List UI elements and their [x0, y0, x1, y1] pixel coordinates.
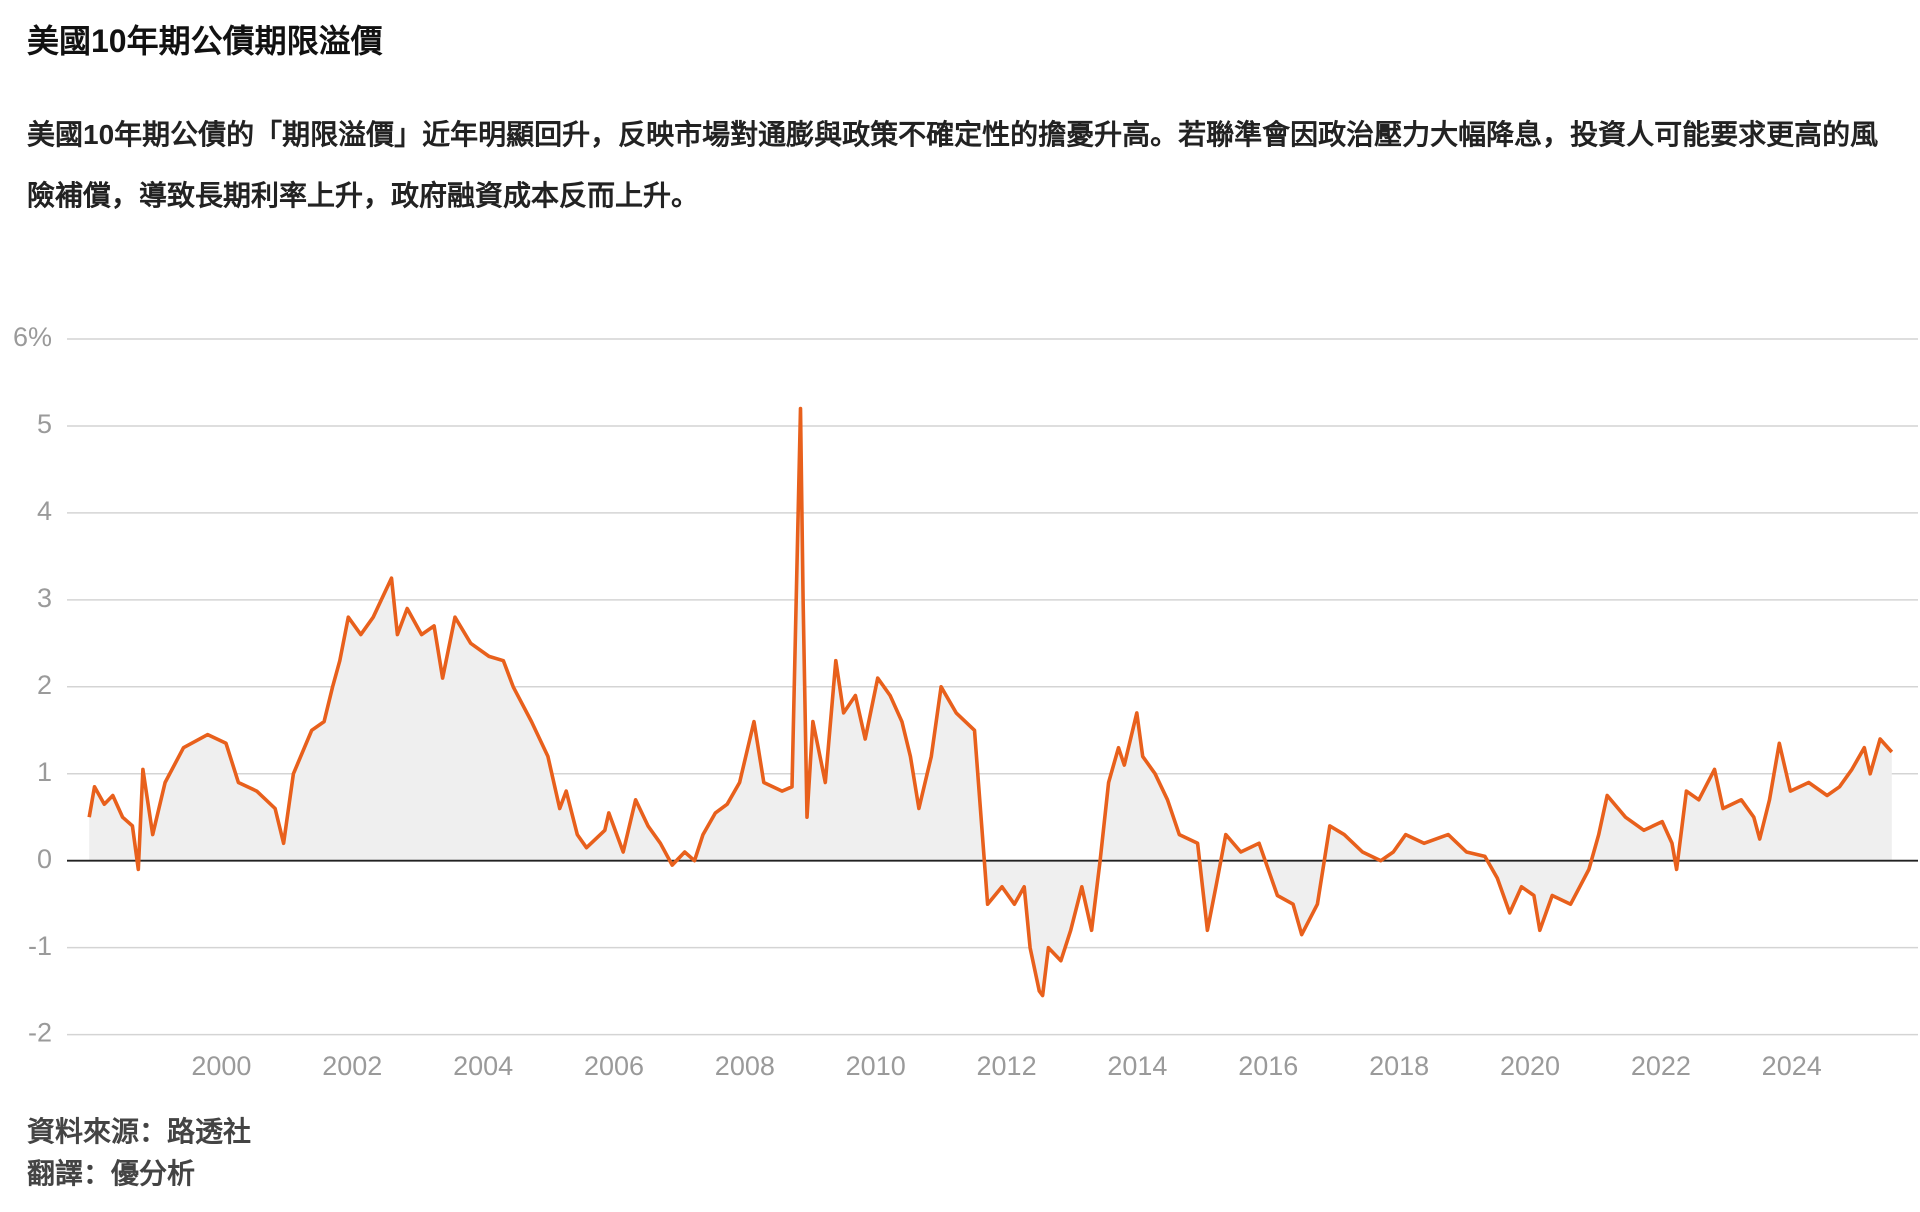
y-tick-label: 2 — [37, 670, 52, 700]
x-tick-label: 2006 — [584, 1051, 644, 1081]
credit-note: 翻譯：優分析 — [27, 1158, 196, 1189]
x-tick-label: 2018 — [1369, 1051, 1429, 1081]
y-tick-label: -1 — [28, 931, 52, 961]
x-tick-label: 2004 — [453, 1051, 513, 1081]
chart-subtitle: 美國10年期公債的「期限溢價」近年明顯回升，反映市場對通膨與政策不確定性的擔憂升… — [27, 119, 1879, 211]
x-tick-label: 2014 — [1107, 1051, 1167, 1081]
x-tick-label: 2012 — [977, 1051, 1037, 1081]
x-tick-label: 2010 — [846, 1051, 906, 1081]
x-tick-label: 2016 — [1238, 1051, 1298, 1081]
x-tick-label: 2002 — [322, 1051, 382, 1081]
y-tick-label: 0 — [37, 844, 52, 874]
x-tick-label: 2022 — [1631, 1051, 1691, 1081]
area — [89, 408, 1892, 996]
line — [87, 406, 1894, 998]
source-note: 資料來源：路透社 — [27, 1116, 252, 1147]
x-tick-label: 2008 — [715, 1051, 775, 1081]
chart-title: 美國10年期公債期限溢價 — [27, 23, 383, 59]
y-tick-label: 4 — [37, 496, 52, 526]
y-tick-label: 6% — [13, 322, 52, 352]
y-tick-label: 5 — [37, 409, 52, 439]
y-tick-label: 3 — [37, 583, 52, 613]
x-tick-label: 2020 — [1500, 1051, 1560, 1081]
chart: 6% 5 4 3 2 1 0 -1 -2 2000 2002 2004 2006 2008 2010 2012… — [13, 322, 1918, 1081]
y-tick-label: 1 — [37, 757, 52, 787]
x-tick-label: 2024 — [1762, 1051, 1822, 1081]
y-tick-label: -2 — [28, 1018, 52, 1048]
x-tick-label: 2000 — [191, 1051, 251, 1081]
